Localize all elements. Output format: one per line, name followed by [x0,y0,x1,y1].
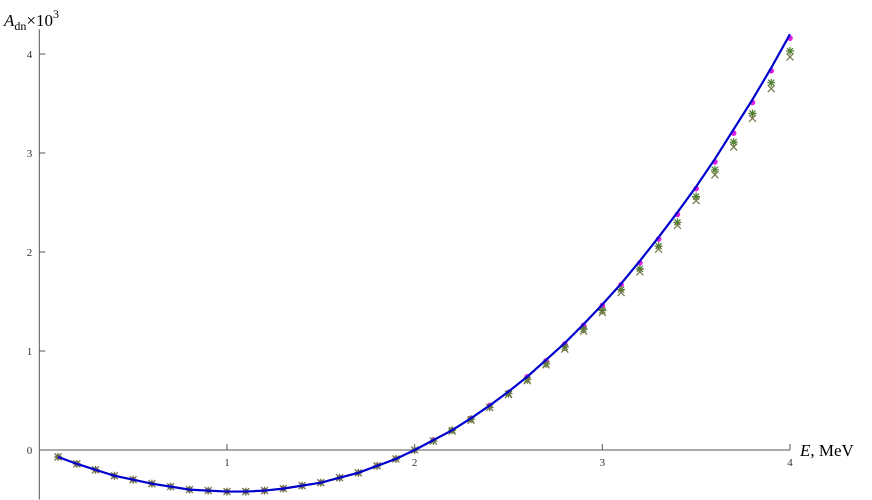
point [767,84,776,93]
point [598,308,607,317]
point [598,306,607,315]
y-tick-label: 2 [27,247,33,259]
x-axis-label: E, MeV [799,441,855,460]
y-label-sub: dn [14,19,26,33]
x-label-unit: , MeV [810,441,854,460]
y-tick-label: 0 [27,445,33,457]
point [748,109,757,118]
point [560,343,569,352]
point [579,327,588,336]
y-tick-label: 1 [27,346,33,358]
x-tick-label: 3 [600,457,606,469]
x-tick-label: 1 [224,457,230,469]
y-label-main: A [3,11,15,30]
point [711,170,719,179]
point [786,53,794,61]
x-tick-label: 2 [412,457,418,469]
point [635,267,644,276]
point [504,389,513,398]
point [617,288,626,297]
point [560,345,569,353]
point [523,375,532,384]
point [654,242,663,251]
y-label-sup: 3 [53,7,59,21]
point [485,403,494,412]
point [635,264,644,273]
x-tick-label: 4 [787,457,793,469]
point [579,325,588,334]
point [748,114,757,123]
point [654,245,663,253]
point [710,165,719,174]
point [692,192,701,201]
point [617,285,626,294]
point [786,47,794,56]
y-tick-label: 4 [27,49,33,61]
point [542,359,551,368]
point [692,196,701,205]
point [729,143,738,151]
y-tick-label: 3 [27,148,33,160]
point [673,221,682,230]
y-label-mid: ×10 [26,11,53,30]
y-axis-label: Adn×103 [3,7,59,33]
x-label-var: E [799,441,811,460]
curve [57,33,791,493]
point [729,138,738,147]
point [673,218,682,227]
point [767,78,776,87]
